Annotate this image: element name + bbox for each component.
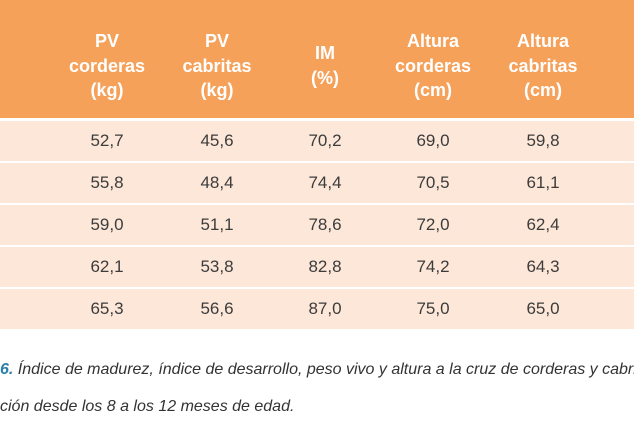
data-cell: 69,0 xyxy=(416,131,450,150)
header-cell: (kg) xyxy=(200,80,234,100)
data-cell: 75,0 xyxy=(416,299,450,318)
data-cell: 65,3 xyxy=(90,299,124,318)
header-cell: I xyxy=(625,53,634,77)
caption-line: ción desde los 8 a los 12 meses de edad. xyxy=(0,398,295,415)
header-cell: (%) xyxy=(311,67,339,88)
data-cell: 55,8 xyxy=(90,173,124,192)
body-row xyxy=(0,205,634,245)
data-cell: 70,2 xyxy=(308,131,342,150)
data-cell: 74,4 xyxy=(308,173,342,192)
header-cell: (cm) xyxy=(523,80,562,100)
caption-number: 6. xyxy=(0,361,14,378)
data-cell: 45,6 xyxy=(200,131,234,150)
data-cell: 52,7 xyxy=(90,131,124,150)
data-cell: 78,6 xyxy=(308,215,342,234)
header-band xyxy=(0,0,634,118)
header-cell: (kg) xyxy=(90,80,124,100)
header-cell: d xyxy=(0,41,15,65)
data-cell: 72,0 xyxy=(416,215,450,234)
data-cell: 65,0 xyxy=(526,299,560,318)
body-row xyxy=(0,121,634,161)
header-cell: Altura xyxy=(406,31,459,51)
data-cell: 70,5 xyxy=(416,173,450,192)
data-cell: 48,4 xyxy=(200,173,234,192)
body-row xyxy=(0,289,634,329)
header-cell: cabritas xyxy=(508,55,578,76)
data-cell: 82,8 xyxy=(308,257,342,276)
body-row xyxy=(0,163,634,203)
data-cell: 56,6 xyxy=(200,299,234,318)
data-cell: 74,2 xyxy=(416,257,450,276)
header-cell: PV xyxy=(94,31,119,51)
data-cell: 64,3 xyxy=(526,257,560,276)
caption-text: Índice de madurez, índice de desarrollo,… xyxy=(17,361,634,378)
header-cell: corderas xyxy=(68,55,146,76)
body-row xyxy=(0,247,634,287)
data-cell: 51,1 xyxy=(200,215,234,234)
data-cell: 59,8 xyxy=(526,131,560,150)
data-cell: 87,0 xyxy=(308,299,342,318)
header-cell: IM xyxy=(315,43,335,63)
header-cell: (cm) xyxy=(413,80,452,100)
header-cell: cabritas xyxy=(182,55,252,76)
header-cell: es) xyxy=(0,66,15,90)
data-cell: 62,4 xyxy=(526,215,560,234)
data-cell: 53,8 xyxy=(200,257,234,276)
header-cell: PV xyxy=(204,31,229,51)
caption-line: 6. Índice de madurez, índice de desarrol… xyxy=(0,361,634,379)
header-cell: corderas xyxy=(394,55,472,76)
data-cell: 61,1 xyxy=(526,173,560,192)
header-cell: Altura xyxy=(516,31,569,51)
data-cell: 62,1 xyxy=(90,257,124,276)
data-cell: 59,0 xyxy=(90,215,124,234)
